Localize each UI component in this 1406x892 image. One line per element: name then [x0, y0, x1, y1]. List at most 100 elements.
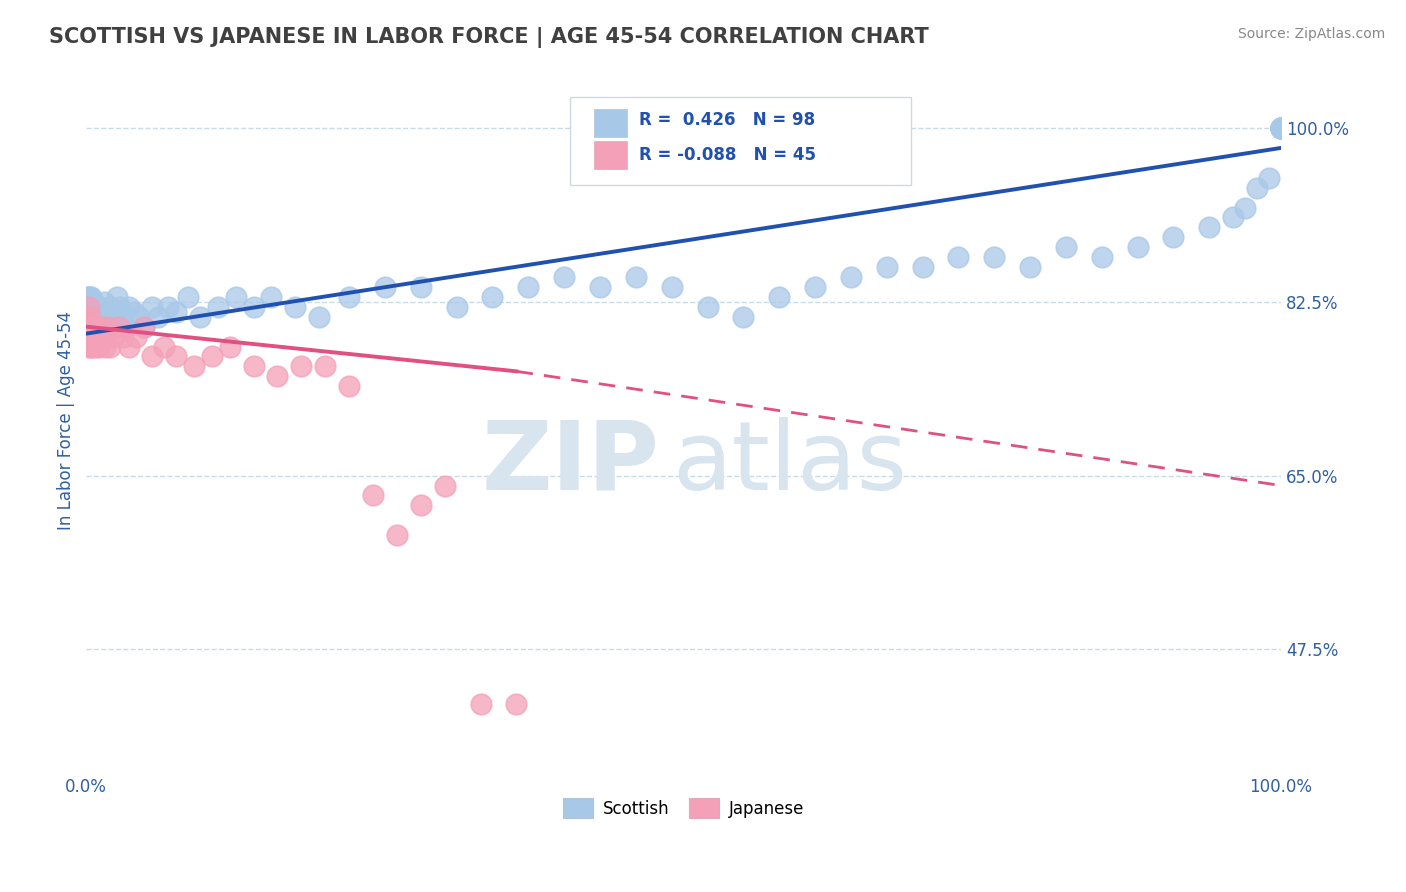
Point	[1246, 180, 1268, 194]
Point	[132, 319, 155, 334]
Point	[77, 329, 100, 343]
FancyBboxPatch shape	[569, 96, 911, 185]
Point	[1198, 220, 1220, 235]
Point	[86, 305, 108, 319]
Point	[446, 300, 468, 314]
Point	[76, 310, 98, 324]
Point	[84, 310, 107, 324]
Point	[470, 697, 492, 711]
Point	[103, 329, 125, 343]
Point	[409, 499, 432, 513]
Point	[911, 260, 934, 274]
Point	[118, 339, 141, 353]
Point	[104, 305, 127, 319]
Point	[314, 359, 336, 374]
Point	[82, 310, 104, 324]
Point	[122, 305, 145, 319]
Point	[90, 319, 112, 334]
Point	[114, 319, 136, 334]
Point	[76, 319, 98, 334]
Point	[76, 290, 98, 304]
Point	[84, 300, 107, 314]
Point	[1270, 121, 1292, 136]
Point	[86, 319, 108, 334]
Point	[89, 305, 111, 319]
Point	[188, 310, 211, 324]
Point	[733, 310, 755, 324]
Text: Source: ZipAtlas.com: Source: ZipAtlas.com	[1237, 27, 1385, 41]
Point	[98, 310, 121, 324]
Point	[79, 310, 101, 324]
Point	[165, 350, 187, 364]
Point	[225, 290, 247, 304]
Point	[87, 310, 110, 324]
Point	[107, 319, 129, 334]
Point	[141, 350, 163, 364]
Point	[98, 339, 121, 353]
Point	[177, 290, 200, 304]
Point	[96, 319, 118, 334]
Point	[481, 290, 503, 304]
Point	[79, 329, 101, 343]
Point	[118, 300, 141, 314]
Point	[97, 305, 120, 319]
Point	[1091, 250, 1114, 264]
Point	[97, 319, 120, 334]
Point	[83, 300, 105, 314]
Point	[83, 319, 105, 334]
Point	[165, 305, 187, 319]
Point	[83, 329, 105, 343]
Point	[79, 310, 101, 324]
Point	[80, 310, 103, 324]
Point	[156, 300, 179, 314]
Point	[80, 319, 103, 334]
Point	[1163, 230, 1185, 244]
Point	[242, 300, 264, 314]
Point	[93, 294, 115, 309]
Point	[82, 319, 104, 334]
Point	[1270, 121, 1292, 136]
Legend: Scottish, Japanese: Scottish, Japanese	[555, 791, 811, 825]
Point	[77, 300, 100, 314]
Point	[128, 310, 150, 324]
Point	[76, 310, 98, 324]
Point	[553, 270, 575, 285]
Point	[876, 260, 898, 274]
Point	[79, 290, 101, 304]
Point	[112, 329, 135, 343]
Point	[385, 528, 408, 542]
Point	[1258, 170, 1281, 185]
Point	[82, 319, 104, 334]
Point	[337, 379, 360, 393]
Point	[207, 300, 229, 314]
Point	[132, 319, 155, 334]
Point	[1270, 121, 1292, 136]
Point	[111, 310, 134, 324]
Point	[517, 280, 540, 294]
Point	[153, 339, 176, 353]
Bar	[593, 109, 627, 136]
Point	[433, 478, 456, 492]
Point	[80, 339, 103, 353]
Point	[146, 310, 169, 324]
Point	[284, 300, 307, 314]
Point	[77, 310, 100, 324]
Point	[87, 329, 110, 343]
Point	[1222, 211, 1244, 225]
Point	[1234, 201, 1257, 215]
Point	[86, 315, 108, 329]
Point	[82, 310, 104, 324]
Point	[125, 329, 148, 343]
Point	[98, 300, 121, 314]
Bar	[593, 141, 627, 169]
Point	[983, 250, 1005, 264]
Point	[183, 359, 205, 374]
Point	[90, 300, 112, 314]
Point	[101, 310, 124, 324]
Point	[77, 290, 100, 304]
Point	[90, 310, 112, 324]
Y-axis label: In Labor Force | Age 45-54: In Labor Force | Age 45-54	[58, 311, 75, 531]
Point	[839, 270, 862, 285]
Point	[82, 294, 104, 309]
Point	[80, 300, 103, 314]
